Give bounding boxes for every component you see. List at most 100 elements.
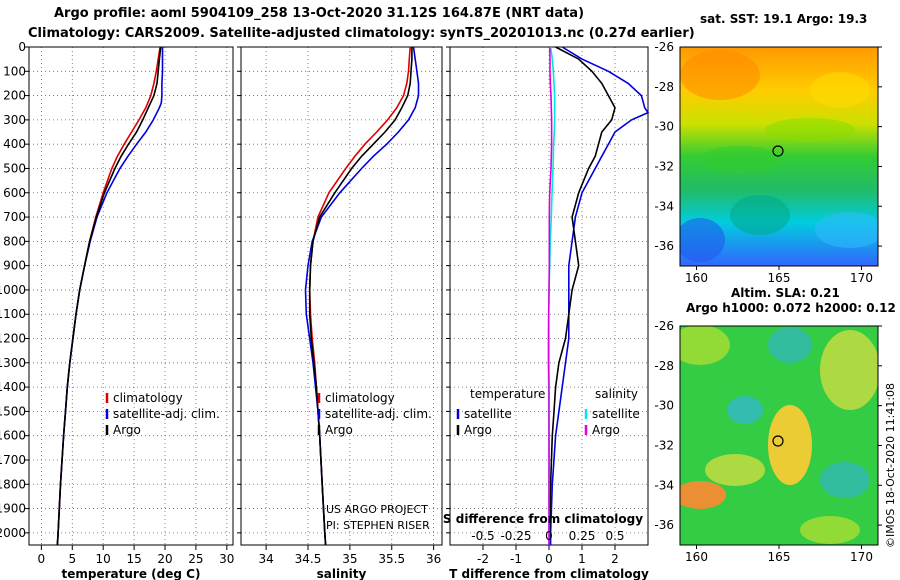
y-tick-label: 600: [3, 186, 26, 200]
y-tick-label: 700: [3, 210, 26, 224]
y-tick-label: 500: [3, 161, 26, 175]
panel-frame: [28, 46, 234, 546]
map-x-tick-label: 170: [850, 550, 873, 564]
altim-h-label: Argo h1000: 0.072 h2000: 0.12: [686, 301, 896, 315]
x-tick-label: 2: [611, 552, 619, 566]
series-line-climatology: [56, 46, 161, 546]
sst-map: 160 165 170 -26 -28 -30 -32 -34 -36: [654, 40, 882, 285]
map-y-tick-label: -36: [654, 239, 674, 253]
y-tick-label: 1900: [0, 502, 26, 516]
y-tick-label: 400: [3, 137, 26, 151]
page-subtitle: Climatology: CARS2009. Satellite-adjuste…: [28, 26, 695, 41]
y-tick-label: 1700: [0, 453, 26, 467]
x-tick-label: 0: [38, 552, 46, 566]
series-line-T-satellite: [549, 46, 650, 545]
y-tick-label: 1200: [0, 332, 26, 346]
x-tick-label: 34.5: [295, 552, 322, 566]
legend-label: satellite: [464, 407, 512, 421]
y-tick-label: 1100: [0, 307, 26, 321]
x-tick-label: 35.5: [378, 552, 405, 566]
x-tick-label: 15: [126, 552, 141, 566]
legend-label: Argo: [325, 423, 353, 437]
map-y-tick-label: -36: [654, 518, 674, 532]
x-tick-label: 5: [68, 552, 76, 566]
y-tick-label: 1000: [0, 283, 26, 297]
legend-label: Argo: [592, 423, 620, 437]
imos-timestamp: ©IMOS 18-Oct-2020 11:41:08: [884, 382, 897, 548]
x-axis-label: salinity: [317, 567, 367, 580]
map-y-tick-label: -26: [654, 40, 674, 54]
x2-axis-label: S difference from climatology: [443, 512, 643, 526]
panel-salinity: 34 34.5 35 35.5 36 salinity climatology satelli…: [237, 46, 443, 580]
x-tick-label: 35: [342, 552, 357, 566]
y-tick-label: 100: [3, 64, 26, 78]
x-tick-label: 25: [188, 552, 203, 566]
panel-difference-from-climatology: -2 -1 0 1 2T difference from climatology temp…: [443, 46, 650, 580]
altimetry-map: 160 165 170 -26 -28 -30 -32 -34 -36: [654, 319, 882, 564]
x-tick-label: -2: [477, 552, 489, 566]
series-line-T-Argo: [548, 46, 616, 546]
legend-label: Argo: [464, 423, 492, 437]
credit-pi: PI: STEPHEN RISER: [326, 519, 430, 532]
x-axis-label: temperature (deg C): [62, 567, 201, 580]
y-tick-label: 1600: [0, 429, 26, 443]
y-tick-label: 1800: [0, 477, 26, 491]
x2-tick-label: 0.5: [605, 529, 624, 543]
x-tick-label: 10: [96, 552, 111, 566]
x-axis-label: T difference from climatology: [449, 567, 649, 580]
legend-title: temperature: [470, 387, 545, 401]
series-line-Argo: [308, 47, 413, 546]
series-line-climatology: [308, 46, 411, 546]
panel-temperature: 0 5 10 15 20 25 30 temperature (deg C) 0 100 200 30…: [0, 40, 234, 580]
page-title: Argo profile: aoml 5904109_258 13-Oct-20…: [54, 6, 585, 21]
y-tick-label: 2000: [0, 526, 26, 540]
map-x-tick-label: 160: [685, 550, 708, 564]
y-tick-label: 1500: [0, 404, 26, 418]
sst-label: sat. SST: 19.1 Argo: 19.3: [700, 12, 868, 26]
x2-tick-label: 0: [545, 529, 553, 543]
legend-label: satellite: [592, 407, 640, 421]
map-y-tick-label: -28: [654, 80, 674, 94]
altim-argo-marker: [772, 435, 784, 447]
series-line-satellite-adj-clim: [304, 46, 420, 546]
x-tick-label: 0: [545, 552, 553, 566]
map-y-tick-label: -30: [654, 120, 674, 134]
panel-frame: [240, 46, 443, 546]
legend-label: Argo: [113, 423, 141, 437]
y-tick-label: 1400: [0, 380, 26, 394]
y-tick-label: 800: [3, 234, 26, 248]
legend-title: salinity: [595, 387, 638, 401]
y-tick-label: 900: [3, 259, 26, 273]
series-line-Argo: [56, 46, 162, 546]
x2-tick-label: 0.25: [569, 529, 596, 543]
x2-tick-label: -0.25: [500, 529, 531, 543]
x-tick-label: 34: [258, 552, 273, 566]
x-tick-label: 36: [426, 552, 441, 566]
map-y-tick-label: -26: [654, 319, 674, 333]
map-y-tick-label: -34: [654, 199, 674, 213]
legend-label: climatology: [113, 391, 183, 405]
altim-label: Altim. SLA: 0.21: [731, 286, 840, 300]
map-x-tick-label: 165: [768, 550, 791, 564]
map-x-tick-label: 170: [850, 271, 873, 285]
legend-label: climatology: [325, 391, 395, 405]
map-y-tick-label: -32: [654, 438, 674, 452]
y-tick-label: 1300: [0, 356, 26, 370]
x-tick-label: 30: [219, 552, 234, 566]
legend-label: satellite-adj. clim.: [325, 407, 432, 421]
map-y-tick-label: -34: [654, 478, 674, 492]
x-tick-label: 1: [578, 552, 586, 566]
legend-label: satellite-adj. clim.: [113, 407, 220, 421]
x-tick-label: 20: [157, 552, 172, 566]
map-y-tick-label: -32: [654, 159, 674, 173]
map-x-tick-label: 160: [685, 271, 708, 285]
series-line-S-Argo: [547, 46, 553, 545]
map-x-tick-label: 165: [768, 271, 791, 285]
y-tick-label: 0: [18, 40, 26, 54]
credit-project: US ARGO PROJECT: [326, 503, 428, 516]
map-y-tick-label: -28: [654, 359, 674, 373]
x2-tick-label: -0.5: [471, 529, 494, 543]
map-y-tick-label: -30: [654, 399, 674, 413]
sst-argo-marker: [772, 145, 784, 157]
